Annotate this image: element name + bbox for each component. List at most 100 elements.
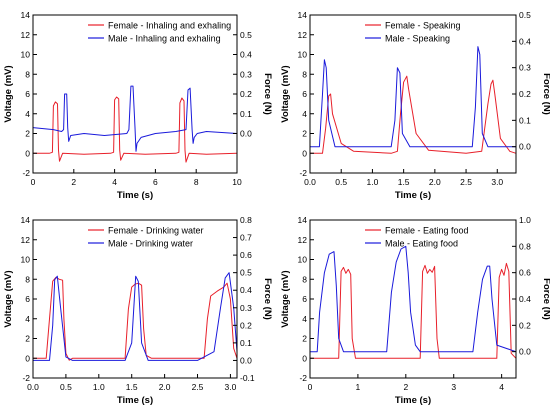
y2-tick-label: 0.7 xyxy=(240,233,252,243)
x-tick-label: 2.5 xyxy=(192,382,204,392)
y-tick-label: 4 xyxy=(25,109,30,119)
y-tick-label: 6 xyxy=(302,294,307,304)
legend-label: Female - Eating food xyxy=(385,226,469,236)
y2-tick-label: 0.1 xyxy=(519,115,531,125)
x-tick-label: 6 xyxy=(153,177,158,187)
x-tick-label: 3.0 xyxy=(225,382,237,392)
x-tick-label: 0 xyxy=(308,382,313,392)
y2-tick-label: 0.6 xyxy=(519,268,531,278)
y-tick-label: 8 xyxy=(302,69,307,79)
chart-panel-2: 0.0 0.5 1.0 1.5 2.0 2.5 3.0 -2 0 2 4 6 8 10 12 14 0.0 0.1… xyxy=(280,10,550,201)
series-line-male xyxy=(33,272,238,361)
y-tick-label: 8 xyxy=(25,274,30,284)
x-tick-label: 3 xyxy=(451,382,456,392)
y2-tick-label: 0.0 xyxy=(240,129,252,139)
y-tick-label: 12 xyxy=(21,30,31,40)
y-tick-label: -2 xyxy=(22,373,30,383)
x-tick-label: 2.0 xyxy=(159,382,171,392)
y-tick-label: 4 xyxy=(302,314,307,324)
y-tick-label: 10 xyxy=(298,255,308,265)
x-tick-label: 8 xyxy=(194,177,199,187)
y-tick-label: 2 xyxy=(302,334,307,344)
y2-axis-label: Force (N) xyxy=(541,73,550,115)
x-tick-label: 3.0 xyxy=(491,177,503,187)
y-tick-label: 10 xyxy=(21,50,31,60)
y-axis-label: Voltage (mV) xyxy=(3,65,14,122)
legend-label: Female - Speaking xyxy=(385,21,461,31)
x-tick-label: 1.0 xyxy=(367,177,379,187)
y2-tick-label: 0.4 xyxy=(240,50,252,60)
legend-label: Male - Speaking xyxy=(385,34,450,44)
y-tick-label: 10 xyxy=(21,255,31,265)
y-axis-label: Voltage (mV) xyxy=(3,270,14,327)
x-tick-label: 10 xyxy=(232,177,242,187)
x-tick-label: 2.5 xyxy=(460,177,472,187)
y2-axis-label: Force (N) xyxy=(262,73,273,115)
y2-tick-label: 0.2 xyxy=(240,320,252,330)
y-tick-label: -2 xyxy=(299,168,307,178)
x-tick-label: 0.5 xyxy=(335,177,347,187)
y-tick-label: 8 xyxy=(302,274,307,284)
y-tick-label: 6 xyxy=(25,294,30,304)
x-axis-label: Time (s) xyxy=(395,395,431,406)
series-line-male xyxy=(32,85,238,152)
y-axis-label: Voltage (mV) xyxy=(280,65,291,122)
x-tick-label: 4 xyxy=(112,177,117,187)
y-tick-label: 12 xyxy=(21,235,31,245)
x-tick-label: 0.5 xyxy=(60,382,72,392)
y2-tick-label: 0.4 xyxy=(519,36,531,46)
y-tick-label: 0 xyxy=(302,353,307,363)
y2-tick-label: 0.3 xyxy=(519,63,531,73)
y-tick-label: -2 xyxy=(299,373,307,383)
y-tick-label: 14 xyxy=(21,10,31,20)
x-axis-label: Time (s) xyxy=(395,190,431,201)
y2-tick-label: 0.0 xyxy=(519,142,531,152)
x-tick-label: 0.0 xyxy=(27,382,39,392)
y2-tick-label: 0.4 xyxy=(519,294,531,304)
y-tick-label: 2 xyxy=(25,334,30,344)
y-axis-label: Voltage (mV) xyxy=(280,270,291,327)
y-tick-label: 6 xyxy=(25,89,30,99)
y2-tick-label: 0.1 xyxy=(240,338,252,348)
y2-tick-label: 0.8 xyxy=(519,241,531,251)
y2-tick-label: 0.2 xyxy=(240,89,252,99)
y2-tick-label: 0.4 xyxy=(240,285,252,295)
y2-tick-label: 0.8 xyxy=(240,215,252,225)
y-tick-label: -2 xyxy=(22,168,30,178)
y-tick-label: 14 xyxy=(21,215,31,225)
y2-tick-label: 0.5 xyxy=(519,10,531,20)
y-tick-label: 2 xyxy=(302,129,307,139)
y2-tick-label: 0.3 xyxy=(240,303,252,313)
y-tick-label: 4 xyxy=(25,314,30,324)
y-tick-label: 12 xyxy=(298,235,308,245)
y2-tick-label: -0.1 xyxy=(240,373,255,383)
y2-tick-label: 0.2 xyxy=(519,89,531,99)
legend-label: Male - Drinking water xyxy=(108,239,193,249)
y2-tick-label: 0.6 xyxy=(240,250,252,260)
chart-panel-1: 0 2 4 6 8 10-2024681012140.00.10.20.30.40.5Ti… xyxy=(3,10,273,201)
series-line-female xyxy=(310,75,517,154)
y-tick-label: 10 xyxy=(298,50,308,60)
y2-tick-label: 0.2 xyxy=(519,320,531,330)
legend-label: Female - Inhaling and exhaling xyxy=(108,21,231,31)
chart-panel-3: 0.0 0.5 1.0 1.5 2.0 2.5 3.0 -2 0 2 4 6 8 10 12 14 -0.1 0.… xyxy=(3,215,273,406)
y2-tick-label: 0.5 xyxy=(240,268,252,278)
x-axis-label: Time (s) xyxy=(117,190,153,201)
y2-axis-label: Force (N) xyxy=(262,278,273,320)
x-tick-label: 1.5 xyxy=(398,177,410,187)
y2-tick-label: 0.0 xyxy=(519,347,531,357)
x-tick-label: 2.0 xyxy=(429,177,441,187)
x-tick-label: 2 xyxy=(403,382,408,392)
x-tick-label: 0.0 xyxy=(304,177,316,187)
y2-tick-label: 1.0 xyxy=(519,215,531,225)
x-tick-label: 2 xyxy=(71,177,76,187)
y2-tick-label: 0.1 xyxy=(240,109,252,119)
y-tick-label: 14 xyxy=(298,215,308,225)
x-tick-label: 1 xyxy=(356,382,361,392)
x-tick-label: 4 xyxy=(499,382,504,392)
series-line-male xyxy=(310,245,517,353)
legend-label: Male - Inhaling and exhaling xyxy=(108,34,221,44)
y-tick-label: 0 xyxy=(25,148,30,158)
series-line-female xyxy=(310,262,517,359)
